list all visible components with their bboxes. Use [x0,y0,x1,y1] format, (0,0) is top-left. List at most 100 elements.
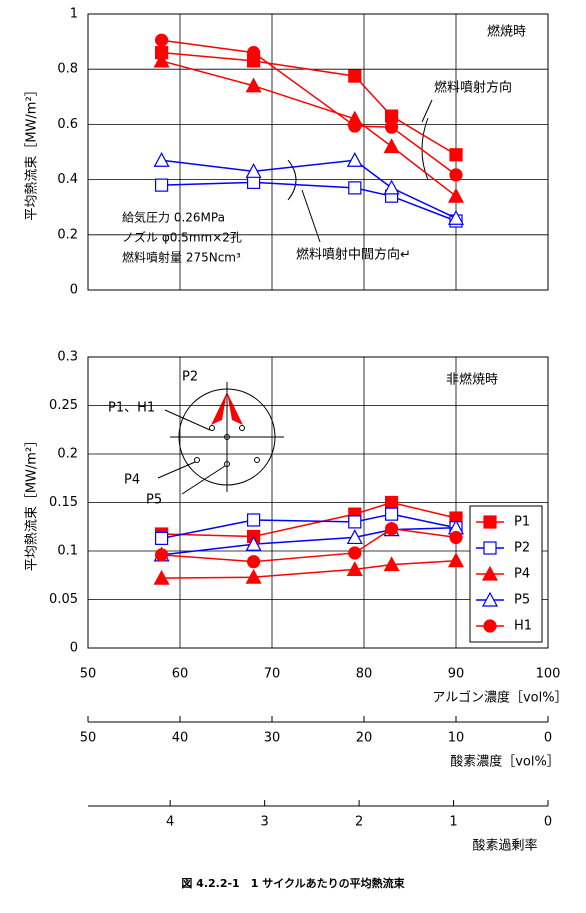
marker [155,531,169,545]
annotation: 燃焼時 [487,24,526,40]
x-tick-label: 3 [260,815,268,830]
marker [348,515,362,529]
arrow [421,99,433,123]
marker [447,209,465,225]
y-axis-label: 平均熱流束［MW/m²］ [25,83,40,220]
plot-frame [87,356,549,649]
port [239,425,245,431]
x-tick-label: 50 [80,731,97,746]
marker [153,569,170,585]
arrow [301,189,321,243]
marker [447,552,465,568]
marker [449,530,463,545]
marker [245,163,262,178]
arrow [157,461,196,479]
x-tick-label: 4 [166,815,174,830]
marker [385,522,399,536]
y-tick-label: 0.6 [57,117,78,132]
marker [153,152,170,167]
annotation-shapes [157,99,433,495]
legend-label: H1 [514,619,532,634]
y-tick-label: 0.2 [57,227,78,242]
x-axis-label: 酸素過剰率 [472,838,537,854]
series [155,507,463,545]
legend-label: P2 [514,541,530,556]
annotation: 非燃焼時 [446,372,498,388]
y-axis-label: 平均熱流束［MW/m²］ [25,434,40,571]
spray-icon [211,392,243,425]
marker [245,568,262,584]
x-tick-label: 30 [264,731,281,746]
series-line [161,559,457,579]
port [224,461,230,467]
marker [348,546,362,560]
x-tick-label: 10 [448,731,465,746]
marker [385,120,399,134]
annotation: 燃料噴射量 275Ncm³ [122,250,241,265]
x-axis-label: アルゴン濃度［vol%］ [432,690,567,706]
marker [383,138,400,154]
annotation: P1、H1 [108,401,155,416]
x-tick-label: 60 [172,667,189,682]
marker [385,495,399,510]
marker [247,513,261,527]
marker [385,507,399,521]
series [153,519,465,562]
marker [245,77,262,93]
series [155,33,463,182]
legend-label: P1 [514,515,530,530]
series [155,522,463,569]
y-tick-label: 0.2 [57,447,78,462]
marker [155,33,169,47]
x-tick-label: 100 [536,667,561,682]
annotation: ノズル φ0.5mm×2孔 [122,230,242,245]
marker [348,181,362,195]
y-tick-label: 1 [70,7,78,22]
marker [346,152,363,167]
arrow [181,465,226,495]
x-tick-label: 40 [172,731,189,746]
arrow [164,409,211,431]
marker [449,148,463,162]
marker [483,515,497,529]
legend-label: P4 [514,567,530,582]
y-tick-label: 0.15 [49,495,78,510]
y-tick-label: 0.25 [49,398,78,413]
series [153,552,465,585]
series [155,46,463,162]
series [153,152,465,225]
series-line [161,527,457,563]
port [254,457,260,463]
x-tick-label: 90 [448,667,465,682]
port [209,425,215,431]
port [194,457,200,463]
y-tick-label: 0.4 [57,172,78,187]
marker [483,619,497,633]
x-tick-label: 70 [264,667,281,682]
marker [383,179,400,195]
marker [346,529,363,545]
y-tick-label: 0 [70,641,78,656]
marker [385,109,399,123]
marker [245,535,262,551]
x-tick-label: 2 [355,815,363,830]
marker [481,565,499,581]
y-tick-label: 0.05 [49,592,78,607]
marker [155,178,169,192]
annotation: 燃料噴射方向 [434,80,512,96]
x-tick-label: 0 [544,815,552,830]
marker [153,52,170,68]
marker [346,561,363,577]
marker [447,187,465,203]
legend-label: P5 [514,593,530,608]
x-tick-label: 50 [80,667,97,682]
marker [481,591,499,607]
marker [383,556,400,572]
x-tick-label: 0 [544,731,552,746]
x-tick-label: 20 [356,731,373,746]
marker [449,168,463,182]
series-line [161,39,457,176]
marker [247,46,261,60]
port [224,434,230,440]
